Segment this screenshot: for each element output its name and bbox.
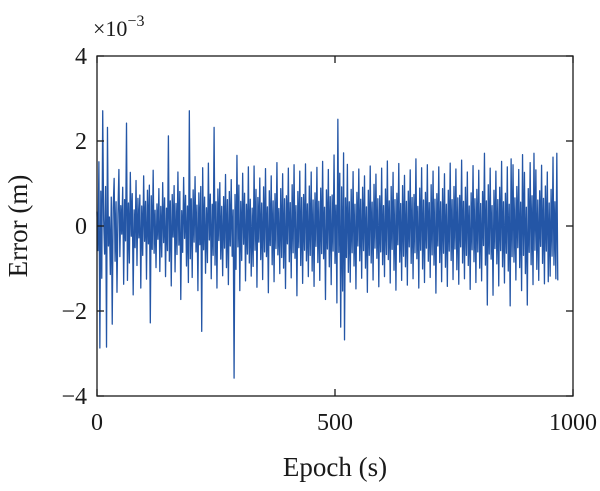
y-tick-label: −4 xyxy=(61,384,87,410)
y-tick-label: −2 xyxy=(61,299,87,325)
y-tick-label: 2 xyxy=(75,129,87,155)
y-multiplier-base: ×10 xyxy=(93,16,127,41)
y-tick-label: 4 xyxy=(75,44,87,70)
y-tick-label: 0 xyxy=(75,214,87,240)
y-multiplier-exponent: −3 xyxy=(127,13,144,30)
tick-labels: 0 500 1000 −4 −2 0 2 4 xyxy=(61,44,597,436)
error-series-line-0 xyxy=(96,110,559,379)
plot-area xyxy=(96,110,559,379)
y-axis-title: Error (m) xyxy=(3,175,33,278)
x-tick-label: 500 xyxy=(317,410,353,436)
tick-marks xyxy=(96,55,574,397)
x-tick-label: 0 xyxy=(91,410,103,436)
x-axis-title: Epoch (s) xyxy=(283,452,387,482)
x-tick-label: 1000 xyxy=(549,410,597,436)
y-axis-multiplier: ×10−3 xyxy=(93,13,144,41)
